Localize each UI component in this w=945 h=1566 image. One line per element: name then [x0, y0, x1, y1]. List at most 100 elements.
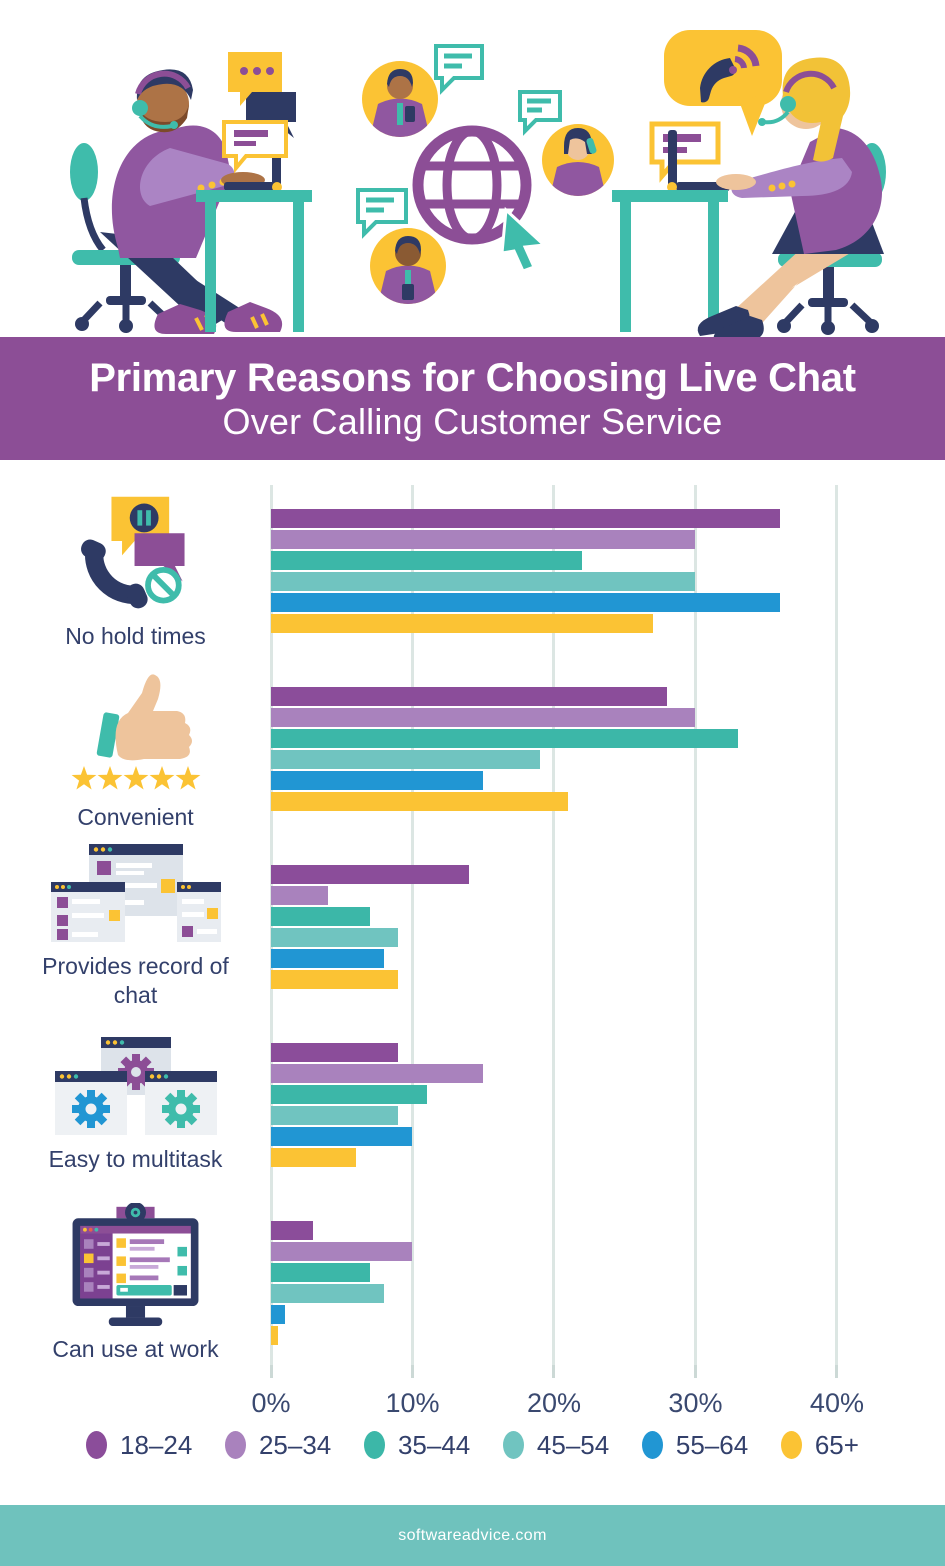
legend-label: 25–34	[258, 1429, 332, 1460]
phone-bubble-icon	[664, 30, 782, 136]
legend: 18–24 25–34 35–44 45–54 55–64 65+	[0, 1410, 945, 1480]
bar-35–44	[271, 1263, 371, 1282]
axis-tick-20%	[552, 1365, 556, 1378]
legend-label: 18–24	[120, 1429, 193, 1460]
chat-bubble-teal-1	[434, 44, 484, 95]
category-label: Can use at work	[52, 1335, 219, 1362]
legend-label: 45–54	[536, 1429, 610, 1460]
legend-swatch	[86, 1431, 107, 1459]
cursor-icon	[500, 206, 548, 273]
x-tick-label: 40%	[809, 1388, 864, 1418]
desk-left	[196, 130, 312, 332]
bar-18–24	[271, 509, 781, 528]
hero-illustration	[0, 0, 945, 337]
legend-label: 55–64	[675, 1429, 749, 1460]
legend-item-45–54: 45–54	[502, 1429, 610, 1461]
bar-18–24	[271, 1221, 314, 1240]
thumbs-up-stars-icon	[71, 674, 200, 790]
bar-45–54	[271, 1106, 399, 1125]
bar-35–44	[271, 907, 371, 926]
headset-icon	[758, 70, 837, 126]
multitask-gears-icon	[54, 1036, 217, 1135]
bar-65+	[271, 970, 399, 989]
five-stars-icon	[71, 765, 200, 790]
legend-swatch	[363, 1431, 385, 1459]
bar-55–64	[271, 1305, 286, 1324]
category-label: Provides record of chat	[42, 953, 229, 1008]
legend-item-65+: 65+	[780, 1429, 859, 1461]
bar-65+	[271, 792, 569, 811]
footer-url: softwareadvice.com	[398, 1526, 547, 1544]
legend-swatch	[502, 1431, 524, 1459]
category-label: No hold times	[65, 622, 206, 649]
spacer	[0, 1480, 945, 1505]
bar-group	[271, 482, 936, 660]
bar-55–64	[271, 771, 484, 790]
category-label: Easy to multitask	[48, 1145, 223, 1172]
legend-swatch	[780, 1431, 802, 1459]
bar-55–64	[271, 593, 781, 612]
bar-65+	[271, 614, 654, 633]
bar-25–34	[271, 708, 696, 727]
bar-65+	[271, 1326, 279, 1345]
chart-group-record-of-chat: Provides record of chat	[0, 838, 945, 1016]
category-label: Convenient	[77, 803, 194, 830]
bar-25–34	[271, 886, 328, 905]
bar-45–54	[271, 750, 540, 769]
globe-icon	[412, 125, 548, 273]
avatar-user-top	[362, 61, 438, 137]
gridline-20%	[552, 485, 556, 1365]
avatar-user-right	[542, 124, 614, 196]
bar-25–34	[271, 1064, 484, 1083]
chat-bubble-teal-2	[518, 90, 562, 136]
x-tick-label: 30%	[668, 1388, 723, 1418]
chart-group-multitask: Easy to multitask	[0, 1016, 945, 1194]
bar-45–54	[271, 928, 399, 947]
avatar-user-bottom	[370, 228, 446, 304]
bar-group	[271, 660, 936, 838]
gridline-10%	[410, 485, 414, 1365]
chat-bubble-right	[649, 121, 721, 183]
bar-55–64	[271, 949, 385, 968]
bar-18–24	[271, 1043, 399, 1062]
page-title-line1: Primary Reasons for Choosing Live Chat	[89, 355, 856, 400]
chat-bubble-teal-3	[356, 188, 408, 239]
hero-scene	[70, 30, 886, 337]
bar-45–54	[271, 1284, 385, 1303]
bar-18–24	[271, 865, 470, 884]
chat-windows-icon	[50, 844, 221, 943]
no-hold-times-icon	[81, 496, 185, 608]
bar-25–34	[271, 1242, 413, 1261]
axis-tick-30%	[693, 1365, 697, 1378]
agent-female-illustration	[697, 57, 886, 337]
bar-65+	[271, 1148, 356, 1167]
legend-item-35–44: 35–44	[363, 1429, 471, 1461]
legend-label: 65+	[814, 1429, 859, 1460]
bar-55–64	[271, 1127, 413, 1146]
title-banner: Primary Reasons for Choosing Live Chat O…	[0, 337, 945, 460]
x-tick-label: 10%	[385, 1388, 440, 1418]
page-title-line2: Over Calling Customer Service	[222, 400, 723, 442]
chart-group-convenient: Convenient	[0, 660, 945, 838]
chart-group-no-hold-times: No hold times	[0, 482, 945, 660]
gridline-40%	[835, 485, 839, 1365]
desk-right	[612, 130, 730, 332]
x-tick-label: 20%	[526, 1388, 581, 1418]
legend-label: 35–44	[397, 1429, 471, 1460]
axis-tick-10%	[410, 1365, 414, 1378]
bar-35–44	[271, 551, 583, 570]
category-cell: No hold times	[0, 482, 271, 660]
bar-group	[271, 1016, 936, 1194]
axis-tick-0%	[269, 1365, 273, 1378]
category-cell: Provides record of chat	[0, 838, 271, 1016]
bar-18–24	[271, 687, 668, 706]
axis-tick-40%	[835, 1365, 839, 1378]
legend-item-25–34: 25–34	[224, 1429, 332, 1461]
gridline-30%	[693, 485, 697, 1365]
chat-bubbles-left	[222, 52, 296, 174]
legend-item-18–24: 18–24	[86, 1430, 192, 1461]
grouped-bar-chart: No hold times	[0, 460, 945, 1418]
bar-35–44	[271, 729, 738, 748]
monitor-chat-icon	[72, 1202, 199, 1326]
